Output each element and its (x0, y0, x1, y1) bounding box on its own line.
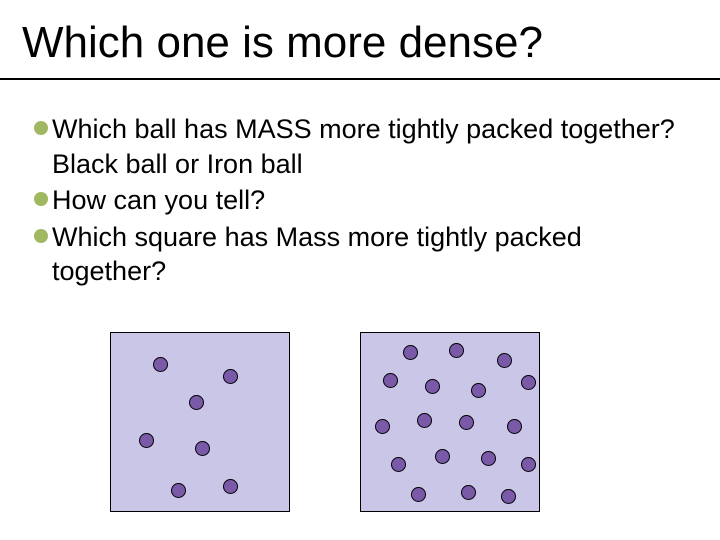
particle (481, 451, 496, 466)
particle (189, 395, 204, 410)
particle (521, 457, 536, 472)
particle (435, 449, 450, 464)
particle (153, 357, 168, 372)
title-underline (0, 78, 720, 80)
particle (391, 457, 406, 472)
particle (195, 441, 210, 456)
particle (223, 369, 238, 384)
particle (459, 415, 474, 430)
particle (139, 433, 154, 448)
particle (521, 375, 536, 390)
bullet-item: Which square has Mass more tightly packe… (34, 220, 686, 289)
bullet-dot-icon (34, 192, 48, 206)
bullet-text: Which square has Mass more tightly packe… (52, 220, 686, 289)
particle (223, 479, 238, 494)
bullet-item: Which ball has MASS more tightly packed … (34, 112, 686, 181)
particle (507, 419, 522, 434)
bullet-text: Which ball has MASS more tightly packed … (52, 112, 686, 181)
density-box-sparse (110, 332, 290, 512)
bullet-list: Which ball has MASS more tightly packed … (34, 112, 686, 291)
slide-title: Which one is more dense? (22, 18, 543, 68)
particle (425, 379, 440, 394)
particle (375, 419, 390, 434)
particle (449, 343, 464, 358)
particle (497, 353, 512, 368)
bullet-dot-icon (34, 229, 48, 243)
density-box-dense (360, 332, 540, 512)
particle (417, 413, 432, 428)
bullet-dot-icon (34, 121, 48, 135)
particle (383, 373, 398, 388)
bullet-item: How can you tell? (34, 183, 686, 218)
diagram-row (110, 332, 540, 512)
particle (411, 487, 426, 502)
particle (501, 489, 516, 504)
particle (171, 483, 186, 498)
particle (403, 345, 418, 360)
bullet-text: How can you tell? (52, 183, 265, 218)
particle (471, 383, 486, 398)
particle (461, 485, 476, 500)
